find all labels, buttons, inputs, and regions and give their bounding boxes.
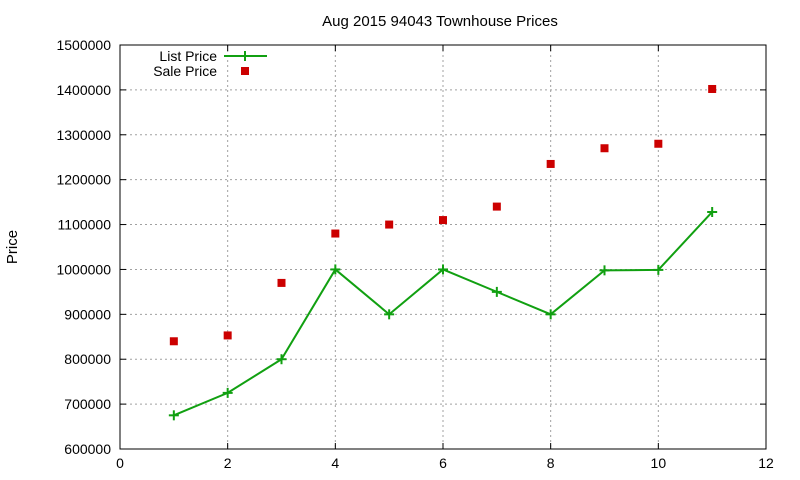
y-tick-label: 1400000 bbox=[56, 82, 111, 98]
y-tick-label: 1300000 bbox=[56, 127, 111, 143]
y-tick-label: 1000000 bbox=[56, 261, 111, 277]
x-tick-label: 8 bbox=[547, 455, 555, 471]
list-price-point bbox=[491, 286, 502, 297]
x-tick-label: 10 bbox=[651, 455, 667, 471]
list-price-point bbox=[222, 387, 233, 398]
legend-label-list-price: List Price bbox=[159, 48, 217, 64]
x-tick-label: 12 bbox=[758, 455, 774, 471]
list-price-point bbox=[545, 309, 556, 320]
list-price-point bbox=[438, 264, 448, 275]
y-tick-label: 900000 bbox=[64, 306, 111, 322]
sale-price-point bbox=[600, 144, 609, 153]
y-tick-label: 1200000 bbox=[56, 172, 111, 188]
sale-price-point bbox=[223, 331, 232, 340]
sale-price-point bbox=[492, 202, 501, 211]
axes bbox=[119, 44, 767, 450]
sale-price-point bbox=[546, 159, 555, 168]
grid bbox=[120, 45, 766, 449]
y-axis-label: Price bbox=[4, 230, 21, 264]
legend-label-sale-price: Sale Price bbox=[153, 63, 217, 79]
tick-labels: 0 2 4 6 8 10 12 600000 700000 800000 900000 1000000… bbox=[56, 37, 774, 471]
list-price-point bbox=[384, 309, 395, 320]
sale-price-point bbox=[708, 84, 717, 93]
sale-price-point bbox=[385, 220, 394, 229]
sale-price-point bbox=[277, 278, 286, 287]
x-tick-label: 4 bbox=[331, 455, 339, 471]
y-tick-label: 600000 bbox=[64, 441, 111, 457]
list-price-line bbox=[173, 211, 713, 417]
list-price-point bbox=[330, 264, 341, 275]
list-price-point bbox=[168, 410, 179, 421]
y-tick-label: 1500000 bbox=[56, 37, 111, 53]
y-tick-label: 700000 bbox=[64, 396, 111, 412]
sale-price-point bbox=[331, 229, 340, 238]
legend-marker-sale-price bbox=[241, 67, 249, 75]
sale-price-point bbox=[169, 337, 178, 346]
x-tick-label: 0 bbox=[116, 455, 124, 471]
list-price-point bbox=[707, 206, 718, 217]
x-tick-label: 6 bbox=[439, 455, 447, 471]
list-price-point bbox=[276, 354, 287, 365]
y-tick-label: 1100000 bbox=[58, 217, 112, 233]
sale-price-point bbox=[439, 216, 447, 225]
x-tick-label: 2 bbox=[224, 455, 232, 471]
list-price-point bbox=[653, 264, 664, 275]
chart-title: Aug 2015 94043 Townhouse Prices bbox=[322, 13, 558, 30]
sale-price-point bbox=[654, 139, 663, 148]
y-tick-label: 800000 bbox=[64, 351, 111, 367]
series bbox=[168, 84, 718, 421]
list-price-point bbox=[599, 265, 610, 276]
